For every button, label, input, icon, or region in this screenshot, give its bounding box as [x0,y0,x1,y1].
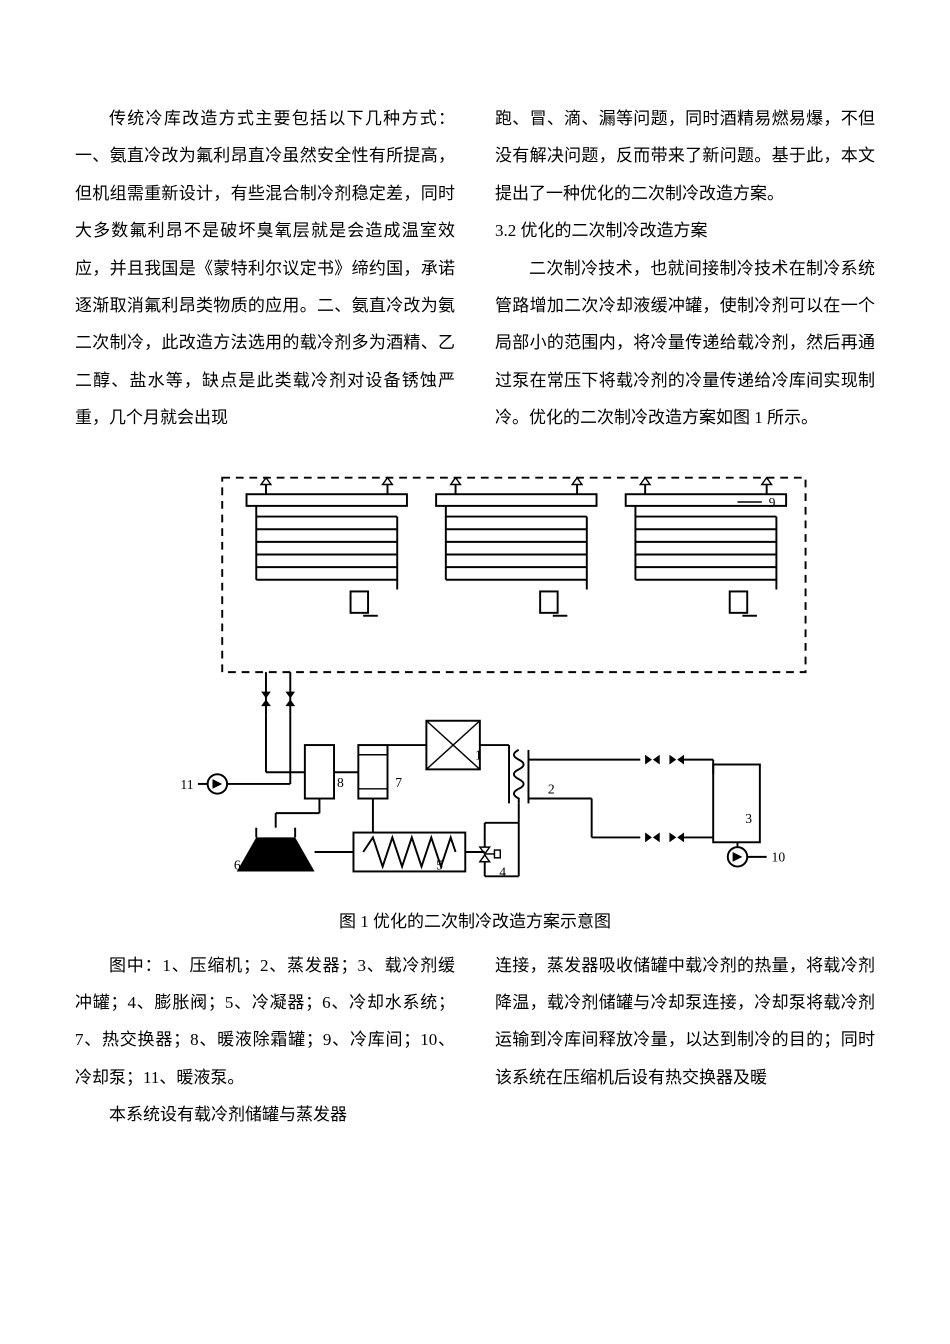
buffer-tank [713,764,760,842]
bottom-text-section: 图中：1、压缩机；2、蒸发器；3、载冷剂缓冲罐；4、膨胀阀；5、冷凝器；6、冷却… [75,947,875,1134]
defrost-tank [305,745,334,798]
label-4: 4 [499,864,506,879]
warm-liquid-pump [208,774,227,793]
cooling-water-system [237,827,315,871]
label-6: 6 [234,857,241,872]
valve-tank-top-2 [669,754,684,764]
paragraph-problems: 跑、冒、滴、漏等问题，同时酒精易燃易爆，不但没有解决问题，反而带来了新问题。基于… [495,100,875,212]
label-3: 3 [745,810,752,825]
left-column: 传统冷库改造方式主要包括以下几种方式：一、氨直冷改为氟利昂直冷虽然安全性有所提高… [75,100,455,437]
valve-tank-top-1 [645,754,660,764]
bottom-right-column: 连接，蒸发器吸收储罐中载冷剂的热量，将载冷剂降温，载冷剂储罐与冷却泵连接，冷却泵… [495,947,875,1134]
cold-room-3 [626,477,786,615]
diagram-container: 1 2 3 4 5 6 7 8 9 10 11 [75,457,875,897]
compressor [426,720,479,769]
cold-room-2 [436,477,596,615]
expansion-valve [480,847,500,862]
section-heading-3-2: 3.2 优化的二次制冷改造方案 [495,212,875,249]
label-8: 8 [337,774,344,789]
bottom-left-column: 图中：1、压缩机；2、蒸发器；3、载冷剂缓冲罐；4、膨胀阀；5、冷凝器；6、冷却… [75,947,455,1134]
label-2: 2 [548,781,555,796]
heat-exchanger [358,745,387,798]
evaporator [509,749,528,802]
right-column: 跑、冒、滴、漏等问题，同时酒精易燃易爆，不但没有解决问题，反而带来了新问题。基于… [495,100,875,437]
refrigeration-system-diagram: 1 2 3 4 5 6 7 8 9 10 11 [125,457,825,897]
figure-caption: 图 1 优化的二次制冷改造方案示意图 [75,907,875,932]
valve-tank-bottom-2 [669,832,684,842]
label-7: 7 [395,774,402,789]
condenser [353,832,465,871]
cold-rooms-boundary [222,477,805,671]
label-9: 9 [769,494,776,509]
top-text-section: 传统冷库改造方式主要包括以下几种方式：一、氨直冷改为氟利昂直冷虽然安全性有所提高… [75,100,875,437]
cold-room-1 [247,477,407,615]
label-1: 1 [475,747,482,762]
paragraph-system-description-start: 本系统设有载冷剂储罐与蒸发器 [75,1096,455,1133]
label-5: 5 [436,857,443,872]
paragraph-system-description-cont: 连接，蒸发器吸收储罐中载冷剂的热量，将载冷剂降温，载冷剂储罐与冷却泵连接，冷却泵… [495,947,875,1097]
label-11: 11 [180,776,193,791]
paragraph-traditional-methods: 传统冷库改造方式主要包括以下几种方式：一、氨直冷改为氟利昂直冷虽然安全性有所提高… [75,100,455,437]
label-10: 10 [772,849,786,864]
paragraph-component-list: 图中：1、压缩机；2、蒸发器；3、载冷剂缓冲罐；4、膨胀阀；5、冷凝器；6、冷却… [75,947,455,1097]
cooling-pump [728,847,747,866]
paragraph-secondary-refrigeration: 二次制冷技术，也就间接制冷技术在制冷系统管路增加二次冷却液缓冲罐，使制冷剂可以在… [495,250,875,437]
valve-tank-bottom-1 [645,832,660,842]
